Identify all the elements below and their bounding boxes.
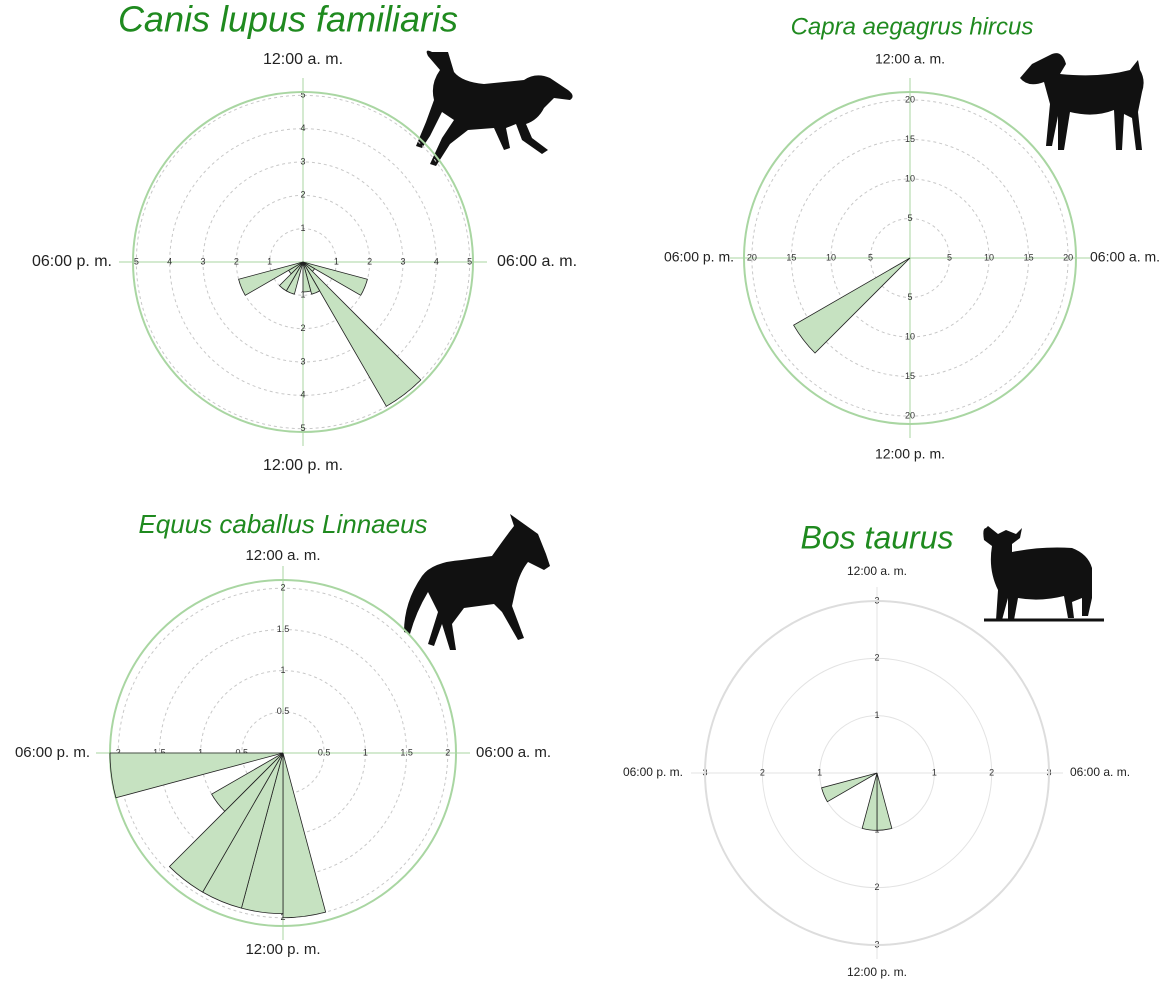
rose-sector xyxy=(283,753,326,918)
r-tick-label: 1 xyxy=(300,223,305,233)
r-tick-label: 1 xyxy=(817,767,822,777)
r-tick-label: 20 xyxy=(905,410,915,420)
r-tick-label: 2 xyxy=(367,256,372,266)
clock-label: 06:00 a. m. xyxy=(1070,765,1130,779)
rose-sector xyxy=(794,258,910,353)
r-tick-label: 3 xyxy=(400,256,405,266)
r-tick-label: 2 xyxy=(874,882,879,892)
chart-title: Canis lupus familiaris xyxy=(118,0,458,40)
rose-sector xyxy=(877,773,892,830)
r-tick-label: 2 xyxy=(445,747,450,757)
r-tick-label: 1 xyxy=(334,256,339,266)
r-tick-label: 3 xyxy=(300,156,305,166)
clock-label: 06:00 p. m. xyxy=(623,765,683,779)
r-tick-label: 4 xyxy=(300,390,305,400)
clock-label: 12:00 a. m. xyxy=(847,564,907,578)
r-tick-label: 5 xyxy=(947,252,952,262)
rose-panel: Canis lupus familiaris111122223333444455… xyxy=(32,0,577,474)
clock-label: 12:00 a. m. xyxy=(263,51,343,68)
chart-title: Capra aegagrus hircus xyxy=(791,13,1034,40)
r-tick-label: 15 xyxy=(1024,252,1034,262)
r-tick-label: 15 xyxy=(905,134,915,144)
clock-label: 12:00 p. m. xyxy=(245,941,320,958)
r-tick-label: 5 xyxy=(907,292,912,302)
r-tick-label: 2 xyxy=(989,767,994,777)
clock-label: 06:00 a. m. xyxy=(1090,249,1160,265)
r-tick-label: 2 xyxy=(874,653,879,663)
r-tick-label: 5 xyxy=(467,256,472,266)
clock-label: 06:00 p. m. xyxy=(15,744,90,761)
r-tick-label: 2 xyxy=(234,256,239,266)
r-tick-label: 2 xyxy=(280,583,285,593)
clock-label: 12:00 a. m. xyxy=(245,547,320,564)
clock-label: 06:00 a. m. xyxy=(497,253,577,270)
r-tick-label: 4 xyxy=(300,123,305,133)
r-tick-label: 10 xyxy=(905,331,915,341)
r-tick-label: 5 xyxy=(868,252,873,262)
r-tick-label: 1 xyxy=(280,665,285,675)
r-tick-label: 1 xyxy=(363,747,368,757)
r-tick-label: 10 xyxy=(826,252,836,262)
r-tick-label: 4 xyxy=(167,256,172,266)
r-tick-label: 0.5 xyxy=(318,747,331,757)
r-tick-label: 5 xyxy=(907,213,912,223)
clock-label: 06:00 p. m. xyxy=(664,249,734,265)
r-tick-label: 15 xyxy=(786,252,796,262)
cow-icon xyxy=(983,526,1104,620)
r-tick-label: 2 xyxy=(760,767,765,777)
r-tick-label: 10 xyxy=(905,173,915,183)
r-tick-label: 1.5 xyxy=(277,624,290,634)
r-tick-label: 5 xyxy=(134,256,139,266)
r-tick-label: 2 xyxy=(300,323,305,333)
clock-label: 12:00 p. m. xyxy=(847,965,907,979)
r-tick-label: 20 xyxy=(1063,252,1073,262)
r-tick-label: 3 xyxy=(300,356,305,366)
r-tick-label: 20 xyxy=(747,252,757,262)
dog-icon xyxy=(416,51,573,166)
chart-title: Bos taurus xyxy=(801,519,954,555)
clock-label: 12:00 a. m. xyxy=(875,51,945,67)
r-tick-label: 4 xyxy=(434,256,439,266)
goat-icon xyxy=(1020,53,1144,150)
r-tick-label: 20 xyxy=(905,94,915,104)
r-tick-label: 1.5 xyxy=(400,747,413,757)
rose-sector xyxy=(822,773,877,802)
figure: Canis lupus familiaris 1 1 1 1 2 2 2 2 3 3 3 3 4 4 4 4 5 5… xyxy=(0,0,1170,984)
clock-label: 06:00 a. m. xyxy=(476,744,551,761)
r-tick-label: 0.5 xyxy=(277,706,290,716)
r-tick-label: 10 xyxy=(984,252,994,262)
clock-label: 06:00 p. m. xyxy=(32,253,112,270)
r-tick-label: 2 xyxy=(300,190,305,200)
r-tick-label: 1 xyxy=(932,767,937,777)
r-tick-label: 1 xyxy=(874,710,879,720)
r-tick-label: 1 xyxy=(267,256,272,266)
page: {"chart_data": [ {"type": "rose", "title… xyxy=(0,0,1170,984)
r-tick-label: 15 xyxy=(905,371,915,381)
chart-title: Equus caballus Linnaeus xyxy=(138,509,427,539)
clock-label: 12:00 p. m. xyxy=(263,457,343,474)
rose-sector xyxy=(862,773,877,830)
clock-label: 12:00 p. m. xyxy=(875,446,945,462)
r-tick-label: 3 xyxy=(200,256,205,266)
